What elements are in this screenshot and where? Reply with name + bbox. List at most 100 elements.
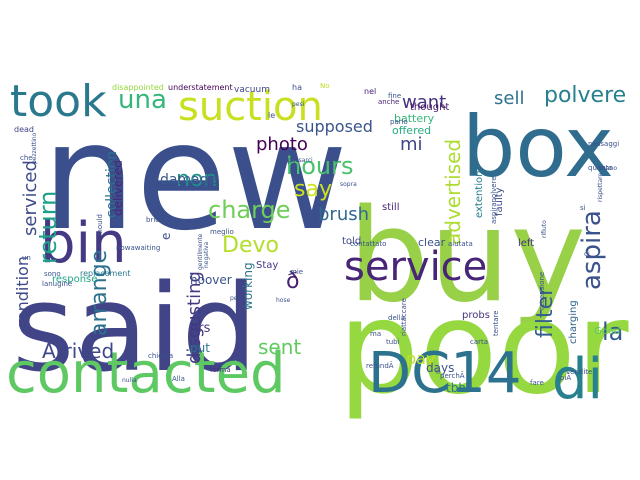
word-1: buy — [348, 182, 586, 331]
word-76: fare — [530, 379, 544, 387]
word-65: dead — [14, 125, 34, 134]
word-69: ha — [292, 83, 302, 92]
word-112: il — [436, 368, 440, 376]
word-77: piÃ — [560, 373, 571, 382]
word-22: brush — [318, 204, 369, 225]
word-38: collection — [104, 151, 120, 218]
word-58: response — [52, 274, 97, 285]
word-6: suction — [178, 84, 323, 130]
word-117: ma — [370, 330, 381, 338]
word-104: rifiuto — [541, 220, 548, 238]
word-83: carta — [470, 338, 488, 346]
word-44: days — [426, 361, 454, 375]
word-54: still — [382, 202, 399, 213]
word-57: Good — [594, 326, 620, 337]
word-95: negativa — [203, 241, 210, 268]
word-19: advertised — [441, 139, 465, 245]
word-41: hoover — [190, 273, 232, 287]
word-50: faulty — [494, 187, 505, 216]
word-32: Arrived — [42, 339, 114, 363]
word-12: una — [118, 85, 167, 115]
word-103: passaggi — [588, 140, 619, 148]
word-42: working — [241, 262, 255, 310]
word-79: quanto — [588, 164, 613, 172]
word-73: forma — [210, 366, 231, 374]
word-33: condition — [13, 256, 32, 330]
word-100: aspirapolvere — [490, 176, 498, 224]
word-96: che — [20, 154, 33, 162]
word-55: probs — [462, 310, 490, 321]
word-87: riattaccare — [400, 298, 408, 336]
word-94: meglio — [210, 228, 234, 236]
word-70: No — [320, 82, 330, 90]
word-40: hrs — [190, 321, 211, 336]
word-7: DC14 — [368, 341, 521, 406]
word-102: ci — [584, 250, 590, 258]
word-10: took — [10, 76, 107, 127]
word-39: delivered — [111, 160, 125, 216]
word-88: sono — [44, 270, 61, 278]
word-36: sent — [258, 335, 301, 359]
word-71: parlo — [390, 118, 408, 126]
word-48: thought — [410, 102, 449, 113]
word-26: want — [402, 92, 446, 113]
word-75: perchÃ — [440, 371, 465, 380]
word-20: polvere — [544, 83, 626, 108]
word-51: left — [518, 238, 534, 249]
word-74: chiesta — [148, 352, 173, 360]
word-63: understatement — [168, 83, 233, 92]
word-2: said — [12, 260, 258, 399]
word-109: gentilmente — [197, 233, 204, 270]
word-60: e — [159, 233, 173, 240]
word-78: vendite — [566, 368, 592, 376]
word-56: charging — [568, 300, 579, 344]
word-93: briciola — [146, 216, 172, 224]
word-80: mie — [290, 268, 303, 276]
word-11: service — [344, 244, 487, 290]
word-111: mano — [600, 165, 617, 172]
word-115: nulla — [122, 377, 137, 384]
word-99: passarci — [288, 157, 313, 164]
word-43: put — [190, 341, 210, 355]
word-68: anche — [378, 98, 399, 106]
word-85: della — [388, 314, 405, 322]
word-18: non — [176, 167, 217, 192]
word-107: pesi — [292, 101, 305, 108]
word-101: recensione — [538, 272, 546, 310]
word-14: hours — [286, 152, 353, 180]
word-108: sopra — [340, 181, 357, 188]
word-86: tentare — [492, 310, 500, 336]
word-28: mi — [400, 134, 423, 155]
word-3: poor — [338, 274, 629, 423]
word-31: disgusting — [184, 271, 205, 364]
word-37: pay — [406, 349, 435, 368]
word-35: damage — [160, 172, 217, 188]
word-89: lanugine — [42, 280, 72, 288]
word-97: pezzettino — [31, 132, 38, 164]
word-67: nel — [364, 87, 376, 96]
word-49: extention — [474, 171, 485, 218]
word-72: Alla — [172, 375, 185, 383]
word-16: aspira — [577, 210, 607, 290]
word-4: box — [462, 98, 614, 196]
word-9: bin — [40, 211, 127, 276]
word-30: arrange — [87, 250, 112, 336]
word-0: new — [42, 91, 348, 263]
word-92: nowawaiting — [116, 244, 160, 252]
word-5: contacted — [6, 341, 286, 406]
word-62: disappointed — [112, 83, 164, 92]
word-114: si — [580, 204, 586, 212]
word-64: vacuum — [234, 85, 270, 95]
word-81: contattato — [350, 240, 386, 248]
word-91: mould — [96, 214, 104, 236]
word-24: filter — [533, 286, 558, 338]
word-34: supposed — [296, 117, 373, 136]
word-45: tbh — [446, 381, 466, 395]
word-27: sell — [494, 88, 524, 109]
word-105: refundÃ — [366, 361, 394, 370]
word-113: hose — [276, 297, 291, 304]
word-29: serviced — [20, 160, 41, 236]
word-17: say — [294, 177, 332, 202]
word-90: un — [22, 254, 31, 262]
